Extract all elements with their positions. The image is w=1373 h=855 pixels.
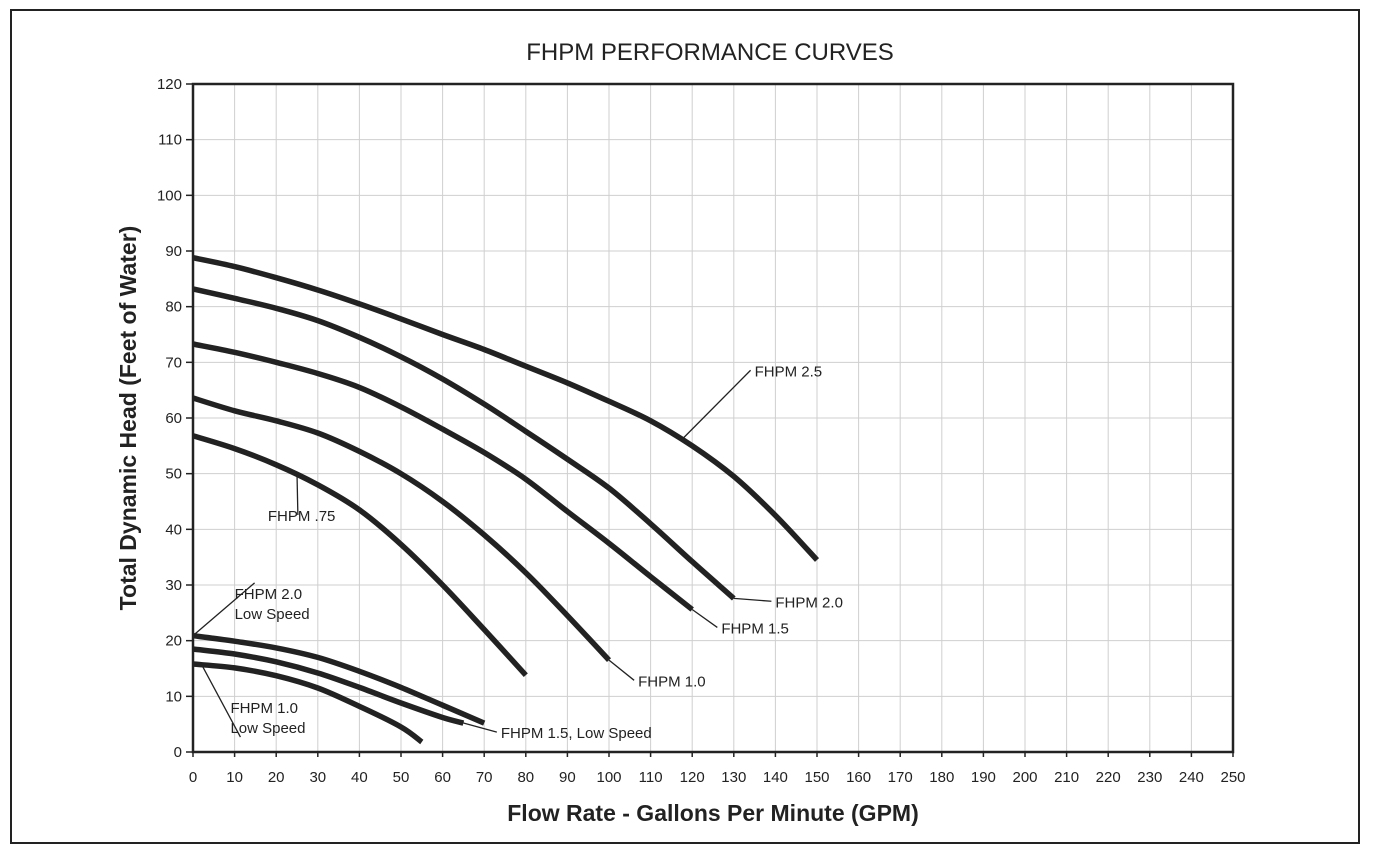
y-tick-label: 80 (165, 299, 182, 316)
series-fhpm-75-line (192, 433, 528, 678)
x-tick-label: 120 (680, 769, 705, 786)
x-tick-label: 40 (351, 769, 368, 786)
annotation-fhpm-75-label: FHPM .75 (268, 508, 336, 525)
y-tick-label: 110 (158, 132, 182, 149)
x-tick-label: 70 (476, 769, 493, 786)
x-tick-label: 240 (1179, 769, 1204, 786)
y-tick-label: 30 (165, 577, 182, 594)
x-tick-label: 20 (268, 769, 285, 786)
annotation-fhpm-1-0-leader (608, 659, 635, 681)
x-tick-label: 90 (559, 769, 576, 786)
annotation-fhpm-1-5-leader (691, 608, 718, 628)
x-tick-label: 110 (639, 769, 663, 786)
x-tick-label: 60 (434, 769, 451, 786)
x-tick-label: 160 (846, 769, 871, 786)
x-tick-label: 250 (1220, 769, 1245, 786)
x-tick-label: 170 (888, 769, 913, 786)
y-tick-label: 70 (165, 354, 182, 371)
y-tick-label: 60 (165, 410, 182, 427)
y-tick-label: 0 (174, 744, 182, 761)
annotation-fhpm-2-5-leader (683, 369, 752, 438)
series-curves (192, 255, 820, 745)
annotation-fhpm-1-0-low-speed-label: Low Speed (230, 720, 305, 737)
annotation-fhpm-2-0-leader (733, 597, 772, 602)
chart-title: FHPM PERFORMANCE CURVES (526, 39, 894, 66)
y-tick-label: 10 (165, 688, 182, 705)
annotation-fhpm-1-5-low-speed-leader (463, 722, 498, 733)
annotation-fhpm-1-0-low-speed-label: FHPM 1.0 (230, 700, 298, 717)
y-tick-label: 20 (165, 633, 182, 650)
x-tick-label: 0 (189, 769, 197, 786)
annotation-fhpm-2-0-low-speed-leader (192, 582, 256, 637)
series-fhpm-1-0-low-speed-line (192, 661, 424, 745)
x-tick-label: 130 (721, 769, 746, 786)
annotation-fhpm-2-0-low-speed-label: FHPM 2.0 (235, 586, 303, 603)
outer-frame (10, 9, 1360, 844)
annotation-fhpm-1-5-low-speed-label: FHPM 1.5, Low Speed (501, 725, 652, 742)
x-tick-label: 190 (971, 769, 996, 786)
series-fhpm-1-0-line (192, 395, 612, 662)
x-tick-label: 100 (596, 769, 621, 786)
annotations: FHPM 2.5 FHPM 2.0 FHPM 1.5 FHPM 1.0 FHPM .75… (192, 363, 843, 742)
annotation-fhpm-1-0-low-speed-leader (200, 663, 242, 738)
x-tick-label: 10 (226, 769, 243, 786)
x-axis-label: Flow Rate - Gallons Per Minute (GPM) (507, 800, 918, 826)
y-tick-label: 90 (165, 243, 182, 260)
x-tick-label: 80 (517, 769, 534, 786)
annotation-fhpm-1-5-label: FHPM 1.5 (721, 620, 789, 637)
x-tick-label: 180 (929, 769, 954, 786)
annotation-fhpm-2-0-low-speed-label: Low Speed (235, 606, 310, 623)
y-tick-label: 40 (165, 521, 182, 538)
annotation-fhpm-2-0-label: FHPM 2.0 (775, 594, 843, 611)
y-tick-label: 120 (157, 76, 182, 93)
grid (193, 84, 1233, 752)
x-tick-label: 30 (309, 769, 326, 786)
x-tick-label: 150 (804, 769, 829, 786)
series-fhpm-2-0-line (192, 286, 736, 601)
x-tick-label: 50 (393, 769, 410, 786)
annotation-fhpm-2-5-label: FHPM 2.5 (755, 363, 823, 380)
x-tick-label: 140 (763, 769, 788, 786)
axes: 0 10 20 30 40 50 60 70 80 90 100 110 120 130 140 150 160… (157, 76, 1246, 786)
series-fhpm-2-0-low-speed-line (192, 632, 486, 726)
x-tick-label: 220 (1096, 769, 1121, 786)
annotation-fhpm-75-leader (296, 473, 299, 515)
x-tick-label: 200 (1012, 769, 1037, 786)
y-axis-label: Total Dynamic Head (Feet of Water) (115, 226, 141, 611)
annotation-fhpm-1-0-label: FHPM 1.0 (638, 673, 706, 690)
y-tick-label: 100 (157, 187, 182, 204)
x-tick-label: 210 (1054, 769, 1079, 786)
series-fhpm-2-5-line (192, 255, 820, 562)
x-tick-label: 230 (1137, 769, 1162, 786)
y-tick-label: 50 (165, 466, 182, 483)
series-fhpm-1-5-low-speed-line (192, 646, 465, 726)
series-fhpm-1-5-line (192, 341, 694, 612)
